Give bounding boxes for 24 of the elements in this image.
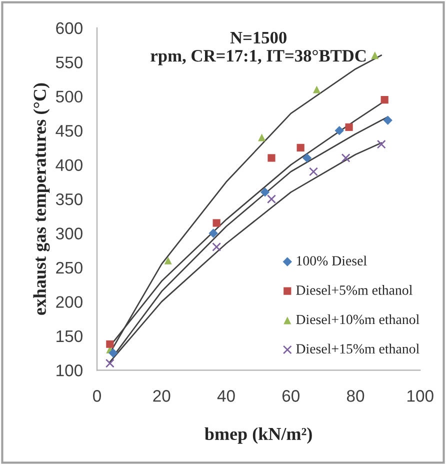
legend-label: Diesel+10%m ethanol bbox=[296, 314, 420, 324]
x-tick-label: 40 bbox=[217, 390, 235, 402]
y-tick-label: 600 bbox=[56, 22, 82, 34]
x-tick-label: 20 bbox=[153, 390, 170, 402]
y-axis-title: exhaust gas temperatures (°C) bbox=[33, 83, 50, 315]
y-tick-label: 300 bbox=[56, 228, 82, 240]
legend-label: Diesel+5%m ethanol bbox=[296, 285, 412, 295]
y-tick-label: 500 bbox=[56, 90, 82, 103]
y-tick-label: 100 bbox=[56, 364, 82, 376]
legend-label: Diesel+15%m ethanol bbox=[296, 344, 420, 354]
y-tick-label: 250 bbox=[56, 262, 82, 274]
x-tick-label: 0 bbox=[93, 390, 101, 402]
legend-label: 100% Diesel bbox=[296, 256, 367, 266]
text: N=1500 rpm, CR=17:1, IT=38°BTDC bbox=[150, 32, 366, 66]
y-tick-label: 450 bbox=[56, 124, 82, 137]
x-tick-label: 100 bbox=[408, 390, 434, 402]
y-tick-label: 200 bbox=[56, 296, 82, 308]
y-tick-label: 150 bbox=[56, 330, 82, 342]
y-tick-label: 350 bbox=[56, 193, 82, 206]
y-tick-label: 550 bbox=[56, 56, 82, 68]
x-axis-title: bmep (kN/m²) bbox=[204, 427, 312, 444]
y-tick-label: 400 bbox=[56, 159, 82, 171]
x-tick-label: 60 bbox=[282, 390, 300, 402]
x-tick-label: 80 bbox=[346, 390, 364, 402]
